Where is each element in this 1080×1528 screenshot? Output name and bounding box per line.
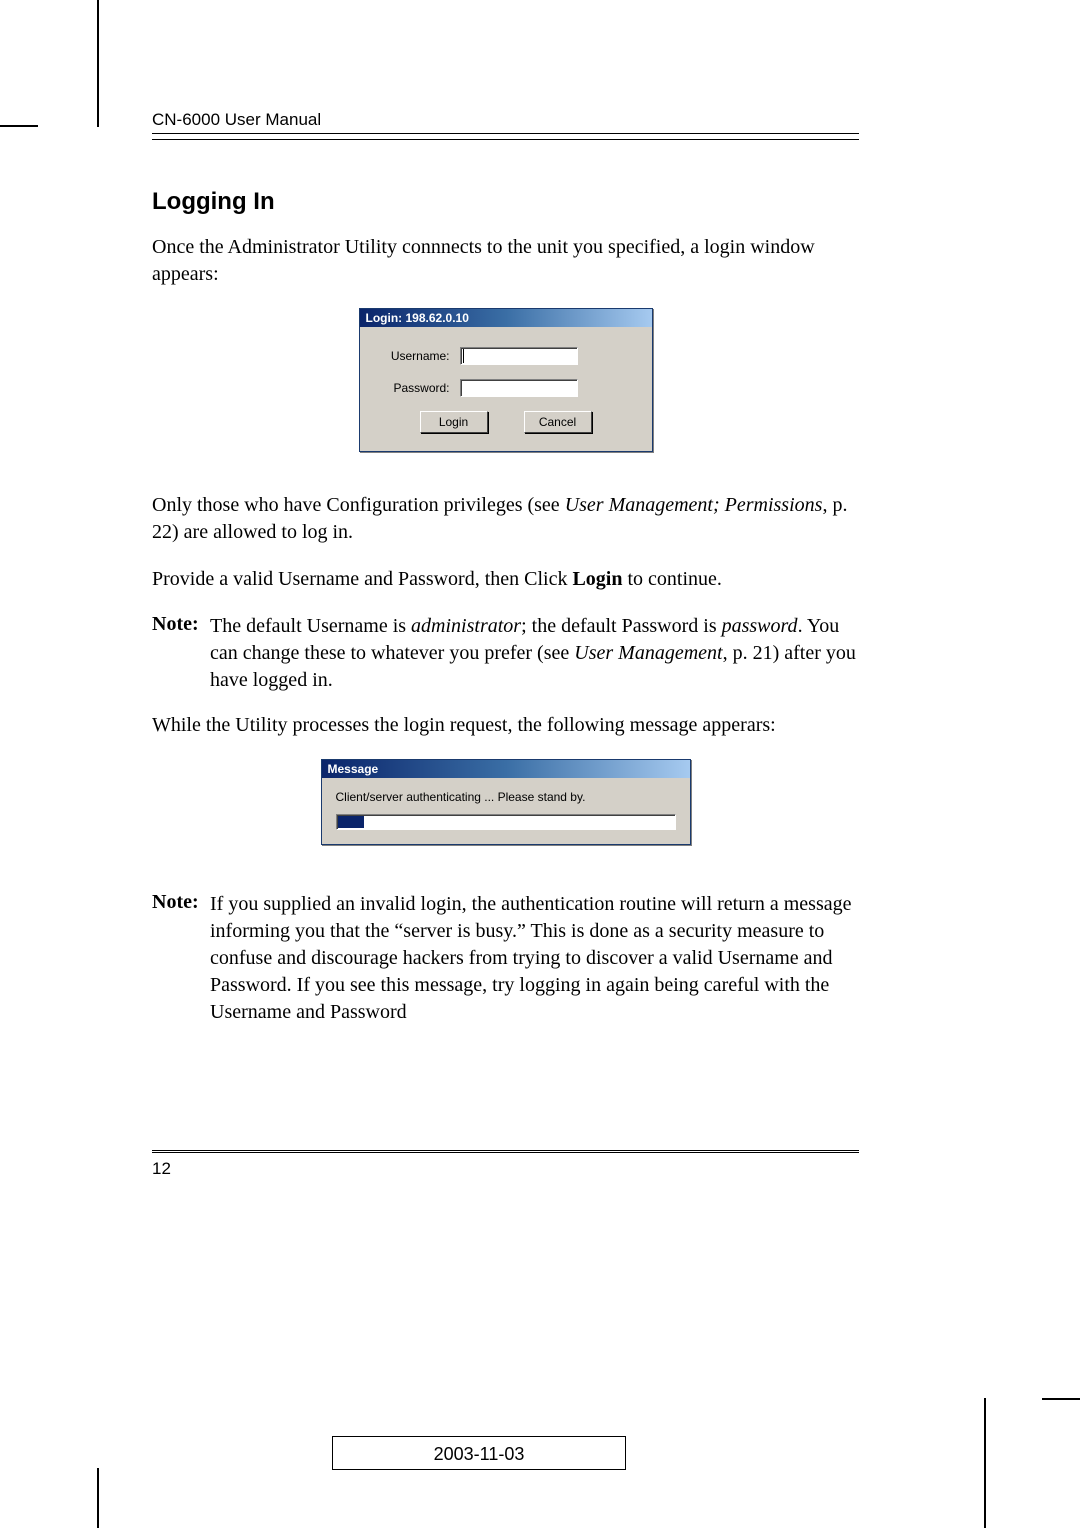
crop-mark — [0, 125, 38, 127]
message-text: Client/server authenticating ... Please … — [336, 790, 676, 804]
login-dialog-body: Username: Password: Login Cancel — [360, 327, 652, 451]
italic-text: password — [722, 615, 798, 637]
login-button-row: Login Cancel — [376, 411, 636, 433]
message-dialog: Message Client/server authenticating ...… — [321, 759, 691, 845]
text-caret — [463, 349, 464, 363]
note-label: Note: — [152, 613, 210, 694]
italic-text: administrator — [411, 615, 521, 637]
note-block-1: Note: The default Username is administra… — [152, 613, 859, 694]
intro-paragraph: Once the Administrator Utility connnects… — [152, 234, 859, 288]
crop-mark — [97, 0, 99, 127]
username-row: Username: — [376, 347, 636, 365]
login-dialog: Login: 198.62.0.10 Username: Password: L… — [359, 308, 653, 452]
password-label: Password: — [376, 381, 460, 395]
message-dialog-title: Message — [322, 760, 690, 778]
password-input[interactable] — [460, 379, 578, 397]
crop-mark — [97, 1468, 99, 1528]
provide-paragraph: Provide a valid Username and Password, t… — [152, 566, 859, 593]
reference-text: User Management; Permissions — [565, 494, 823, 516]
while-paragraph: While the Utility processes the login re… — [152, 712, 859, 739]
italic-text: User Management — [574, 642, 722, 664]
running-header: CN-6000 User Manual — [152, 110, 859, 134]
progress-bar — [336, 814, 676, 830]
crop-mark — [1042, 1398, 1080, 1400]
text: The default Username is — [210, 615, 411, 637]
password-row: Password: — [376, 379, 636, 397]
crop-mark — [984, 1398, 986, 1528]
text: Only those who have Configuration privil… — [152, 494, 565, 516]
bold-text: Login — [572, 568, 622, 590]
progress-fill — [338, 816, 364, 828]
username-label: Username: — [376, 349, 460, 363]
section-heading: Logging In — [152, 188, 859, 216]
note-body: If you supplied an invalid login, the au… — [210, 891, 859, 1026]
login-dialog-title: Login: 198.62.0.10 — [360, 309, 652, 327]
footer-rule-thin — [152, 1152, 859, 1153]
date-stamp: 2003-11-03 — [332, 1436, 626, 1470]
privileges-paragraph: Only those who have Configuration privil… — [152, 492, 859, 546]
note-label: Note: — [152, 891, 210, 1026]
note-body: The default Username is administrator; t… — [210, 613, 859, 694]
message-dialog-body: Client/server authenticating ... Please … — [322, 778, 690, 844]
login-button[interactable]: Login — [420, 411, 488, 433]
page-content: CN-6000 User Manual Logging In Once the … — [152, 110, 859, 1179]
cancel-button[interactable]: Cancel — [524, 411, 592, 433]
username-input[interactable] — [460, 347, 578, 365]
note-block-2: Note: If you supplied an invalid login, … — [152, 891, 859, 1026]
text: ; the default Password is — [521, 615, 722, 637]
page-number: 12 — [152, 1159, 859, 1179]
text: to continue. — [623, 568, 722, 590]
text: Provide a valid Username and Password, t… — [152, 568, 572, 590]
header-rule — [152, 139, 859, 140]
footer-rule — [152, 1150, 859, 1151]
